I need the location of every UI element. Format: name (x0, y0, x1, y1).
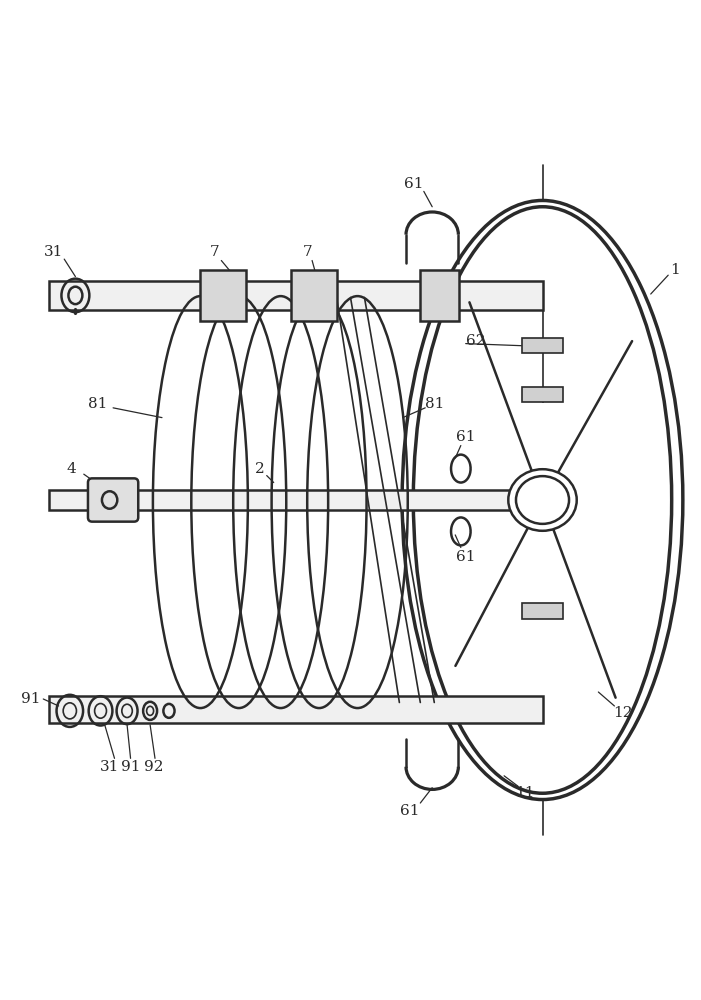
Text: 31: 31 (100, 760, 119, 774)
Text: 61: 61 (456, 430, 475, 444)
Bar (291, 270, 336, 321)
Bar (522, 387, 564, 402)
Text: 92: 92 (144, 760, 163, 774)
Text: 61: 61 (456, 550, 475, 564)
Text: 1: 1 (670, 263, 680, 277)
Bar (49, 696, 543, 723)
Ellipse shape (516, 476, 569, 524)
Bar (421, 270, 458, 321)
Text: 61: 61 (400, 804, 420, 818)
Text: 62: 62 (466, 334, 486, 348)
Text: 12: 12 (613, 706, 632, 720)
Text: 31: 31 (44, 245, 64, 259)
Text: 61: 61 (404, 177, 423, 191)
Bar (522, 338, 564, 353)
Text: 2: 2 (255, 462, 264, 476)
Bar (200, 270, 246, 321)
FancyBboxPatch shape (88, 478, 138, 522)
Text: 81: 81 (88, 397, 107, 411)
Ellipse shape (508, 469, 577, 531)
Bar (49, 281, 543, 310)
Text: 4: 4 (67, 462, 76, 476)
Text: 81: 81 (425, 397, 444, 411)
Text: 7: 7 (302, 245, 312, 259)
Text: 7: 7 (210, 245, 219, 259)
Text: 91: 91 (21, 692, 41, 706)
Text: 11: 11 (515, 786, 535, 800)
Bar (49, 490, 543, 510)
Bar (522, 603, 564, 619)
Text: 91: 91 (121, 760, 140, 774)
